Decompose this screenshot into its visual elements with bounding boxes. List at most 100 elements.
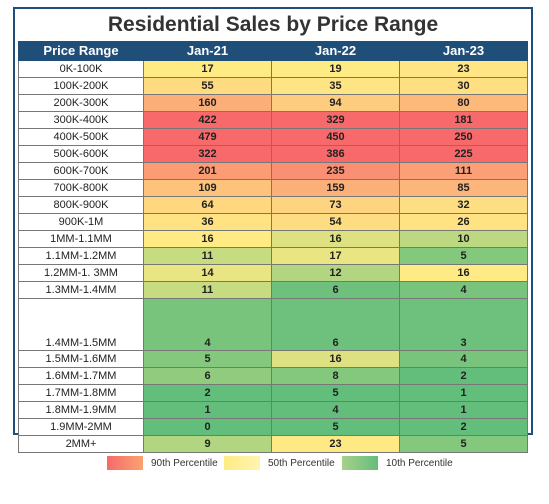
table-row: 1.8MM-1.9MM 1 4 1 [18, 402, 528, 419]
value-cell: 201 [144, 163, 272, 180]
row-label: 1.7MM-1.8MM [18, 385, 144, 402]
legend: 90th Percentile 50th Percentile 10th Per… [0, 455, 549, 473]
row-label: 300K-400K [18, 112, 144, 129]
value-cell: 2 [400, 368, 528, 385]
row-label: 1.5MM-1.6MM [18, 351, 144, 368]
value-cell: 17 [272, 248, 400, 265]
value-cell: 23 [272, 436, 400, 453]
value-cell: 80 [400, 95, 528, 112]
chart-frame: Residential Sales by Price Range Price R… [13, 7, 533, 453]
table-row: 1.6MM-1.7MM 6 8 2 [18, 368, 528, 385]
value-cell: 5 [400, 436, 528, 453]
header-jan-23: Jan-23 [400, 41, 528, 61]
legend-swatch-90th [107, 456, 143, 470]
value-cell: 111 [400, 163, 528, 180]
value-cell: 4 [400, 351, 528, 368]
table-row: 1MM-1.1MM 16 16 10 [18, 231, 528, 248]
row-label: 800K-900K [18, 197, 144, 214]
table-row: 1.2MM-1. 3MM 14 12 16 [18, 265, 528, 282]
value-cell: 5 [272, 385, 400, 402]
row-label: 400K-500K [18, 129, 144, 146]
value-cell: 6 [272, 282, 400, 299]
value-cell: 1 [400, 385, 528, 402]
row-label: 1.2MM-1. 3MM [18, 265, 144, 282]
value-cell: 5 [272, 419, 400, 436]
legend-swatch-50th [224, 456, 260, 470]
value-cell: 159 [272, 180, 400, 197]
table-row: 1.5MM-1.6MM 5 16 4 [18, 351, 528, 368]
value-cell: 10 [400, 231, 528, 248]
chart-title: Residential Sales by Price Range [107, 13, 439, 36]
row-label: 900K-1M [18, 214, 144, 231]
table-row: 900K-1M 36 54 26 [18, 214, 528, 231]
table-row: 600K-700K 201 235 111 [18, 163, 528, 180]
value-cell: 235 [272, 163, 400, 180]
row-label: 1.9MM-2MM [18, 419, 144, 436]
value-cell: 12 [272, 265, 400, 282]
row-label: 1.8MM-1.9MM [18, 402, 144, 419]
header-jan-22: Jan-22 [272, 41, 400, 61]
legend-item-50th: 50th Percentile [224, 455, 335, 471]
value-cell: 19 [272, 61, 400, 78]
value-cell: 1 [400, 402, 528, 419]
value-cell: 1 [144, 402, 272, 419]
value-cell: 5 [400, 248, 528, 265]
value-cell: 5 [144, 351, 272, 368]
value-cell: 11 [144, 282, 272, 299]
row-label: 1.3MM-1.4MM [18, 282, 144, 299]
table-row: 1.1MM-1.2MM 11 17 5 [18, 248, 528, 265]
value-cell: 17 [144, 61, 272, 78]
row-label: 2MM+ [18, 436, 144, 453]
table-row: 700K-800K 109 159 85 [18, 180, 528, 197]
value-cell: 36 [144, 214, 272, 231]
value-cell: 160 [144, 95, 272, 112]
table-row: 200K-300K 160 94 80 [18, 95, 528, 112]
value-cell: 479 [144, 129, 272, 146]
legend-label-10th: 10th Percentile [386, 457, 453, 469]
value-cell: 422 [144, 112, 272, 129]
value-cell: 6 [144, 368, 272, 385]
value-cell: 329 [272, 112, 400, 129]
row-label: 1.4MM-1.5MM [18, 299, 144, 351]
header-jan-21: Jan-21 [144, 41, 272, 61]
row-label: 100K-200K [18, 78, 144, 95]
value-cell: 4 [400, 282, 528, 299]
value-cell: 16 [400, 265, 528, 282]
value-cell: 2 [400, 419, 528, 436]
value-cell: 11 [144, 248, 272, 265]
legend-item-10th: 10th Percentile [342, 455, 453, 471]
value-cell: 73 [272, 197, 400, 214]
table-row: 400K-500K 479 450 250 [18, 129, 528, 146]
value-cell: 32 [400, 197, 528, 214]
value-cell: 3 [400, 299, 528, 351]
value-cell: 55 [144, 78, 272, 95]
table-row: 500K-600K 322 386 225 [18, 146, 528, 163]
value-cell: 14 [144, 265, 272, 282]
value-cell: 23 [400, 61, 528, 78]
value-cell: 16 [272, 351, 400, 368]
value-cell: 16 [272, 231, 400, 248]
legend-label-50th: 50th Percentile [268, 457, 335, 469]
value-cell: 2 [144, 385, 272, 402]
row-label: 700K-800K [18, 180, 144, 197]
row-label: 1.6MM-1.7MM [18, 368, 144, 385]
value-cell: 64 [144, 197, 272, 214]
table-row: 0K-100K 17 19 23 [18, 61, 528, 78]
legend-swatch-10th [342, 456, 378, 470]
value-cell: 85 [400, 180, 528, 197]
value-cell: 322 [144, 146, 272, 163]
value-cell: 16 [144, 231, 272, 248]
value-cell: 4 [144, 299, 272, 351]
value-cell: 94 [272, 95, 400, 112]
row-label: 200K-300K [18, 95, 144, 112]
table-body: 0K-100K 17 19 23 100K-200K 55 35 30 200K-300K 160… [18, 61, 528, 453]
value-cell: 450 [272, 129, 400, 146]
value-cell: 4 [272, 402, 400, 419]
value-cell: 35 [272, 78, 400, 95]
value-cell: 26 [400, 214, 528, 231]
table-row: 2MM+ 9 23 5 [18, 436, 528, 453]
row-label: 600K-700K [18, 163, 144, 180]
value-cell: 30 [400, 78, 528, 95]
table-row: 800K-900K 64 73 32 [18, 197, 528, 214]
row-label: 0K-100K [18, 61, 144, 78]
